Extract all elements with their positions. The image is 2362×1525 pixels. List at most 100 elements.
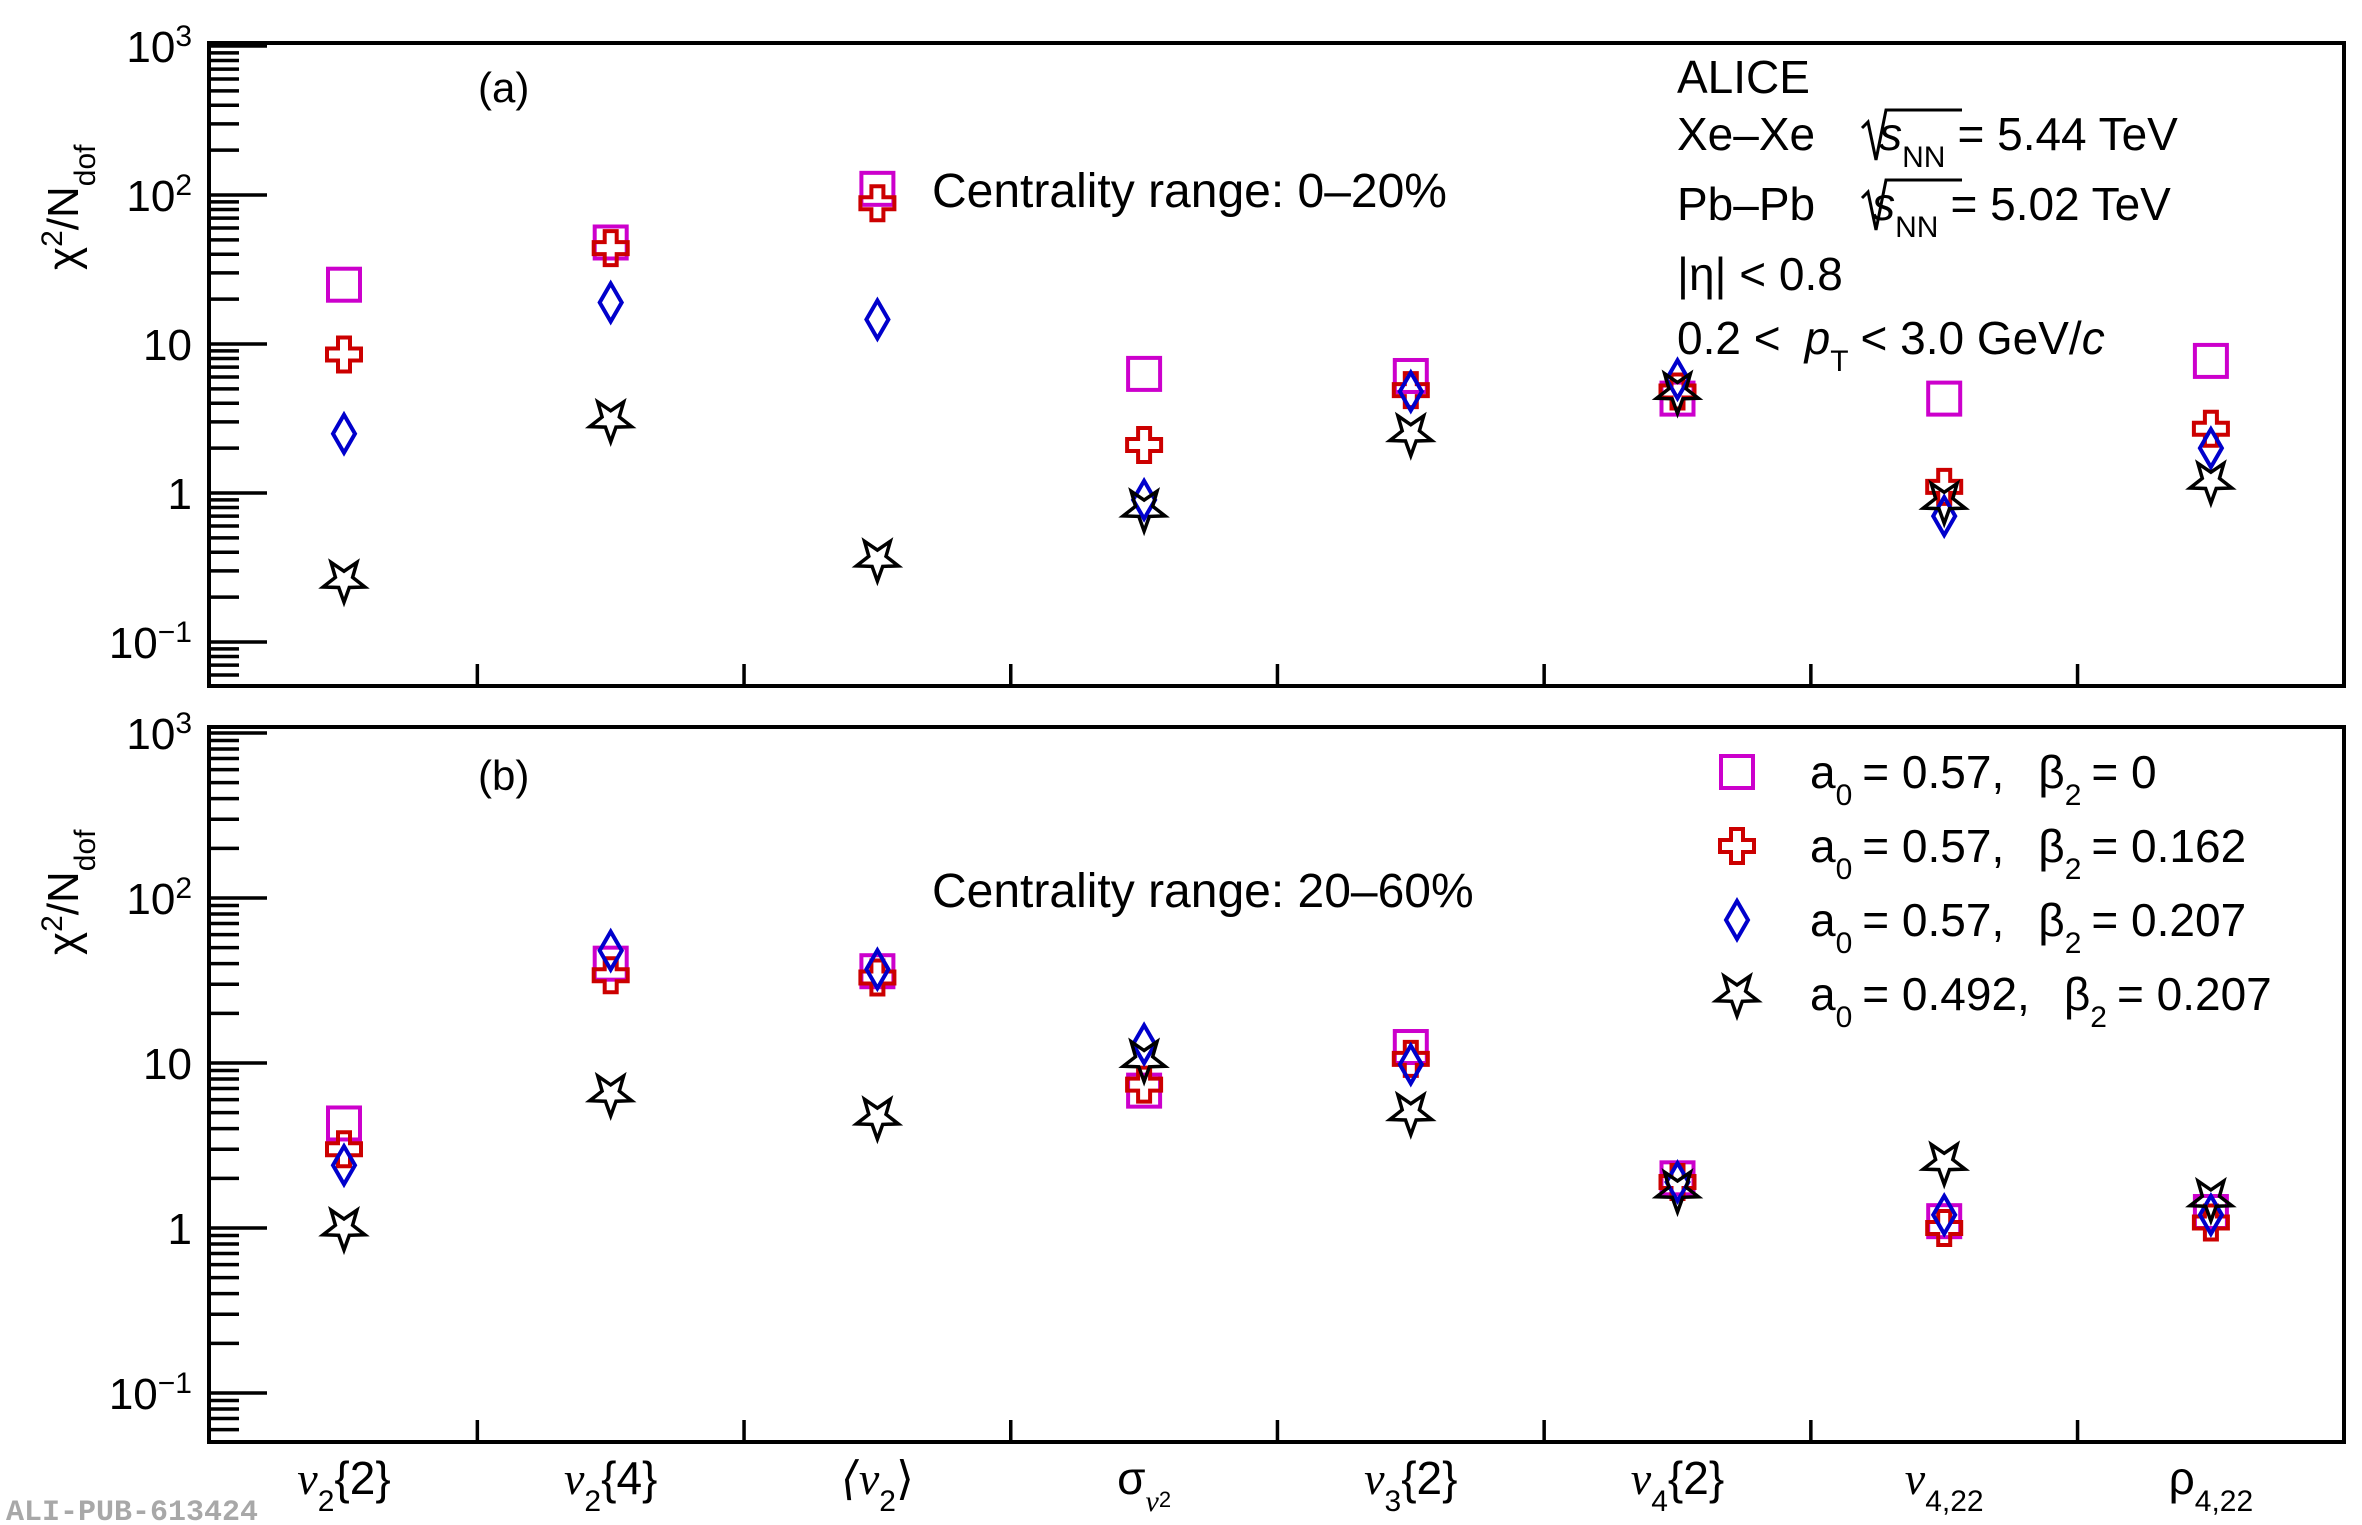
x-tick-label: ⟨v2⟩ <box>841 1452 914 1518</box>
marker-star <box>1651 369 1704 419</box>
marker-diamond <box>864 946 891 993</box>
marker-star <box>1385 1090 1437 1140</box>
marker-square <box>1392 357 1429 394</box>
y-tick-label-exponent: −1 <box>158 1367 192 1400</box>
pbpb-system: Pb–Pb <box>1677 178 1815 230</box>
y-tick-label: 1 <box>168 470 192 519</box>
marker-star <box>2185 1176 2237 1227</box>
marker-square <box>2192 342 2229 379</box>
pt-cut-right: < 3.0 GeV/ <box>1861 312 2082 364</box>
ylabel-mid: /N <box>39 871 88 915</box>
legend-marker-cross <box>1718 827 1756 865</box>
y-tick-label-exponent: 3 <box>175 20 192 53</box>
xexe-system: Xe–Xe <box>1677 108 1815 160</box>
marker-star <box>318 1206 370 1256</box>
y-tick-label: 10−1 <box>109 1367 192 1420</box>
y-tick-label: 103 <box>126 707 192 760</box>
y-tick-label-exponent: −1 <box>158 616 192 649</box>
y-tick-label: 103 <box>126 20 192 73</box>
marker-diamond <box>1397 368 1425 415</box>
marker-square <box>859 170 896 207</box>
pbpb-sqrt-sub: NN <box>1895 211 1938 244</box>
y-tick-label-exponent: 2 <box>175 872 192 905</box>
panel-b-frame <box>207 725 2346 1444</box>
marker-cross <box>858 958 897 997</box>
panel-a-ylabel: χ2/Ndof <box>36 144 102 270</box>
marker-square <box>592 945 629 982</box>
marker-star <box>2185 459 2237 509</box>
y-tick-label-exponent: 3 <box>175 707 192 740</box>
marker-square <box>1126 355 1163 392</box>
marker-diamond <box>864 296 891 343</box>
panel-a-markers <box>318 170 2237 608</box>
marker-diamond <box>1930 1191 1958 1238</box>
marker-star <box>1118 1037 1170 1087</box>
marker-square <box>326 266 362 303</box>
y-tick-label: 10 <box>143 1040 192 1089</box>
experiment-name: ALICE <box>1677 51 1810 103</box>
marker-cross <box>591 956 630 995</box>
marker-cross <box>591 229 630 268</box>
marker-star <box>1918 1140 1971 1190</box>
marker-diamond <box>597 927 625 974</box>
legend-marker-star <box>1711 972 1763 1022</box>
pbpb-line: Pb–Pb sNN = 5.02 TeV <box>1677 178 2171 244</box>
ylabel-mid: /N <box>39 186 88 230</box>
alice-info-block: ALICE Xe–Xe sNN = 5.44 TeV Pb–Pb sNN = 5.02 … <box>1677 51 2178 378</box>
panel-a-centrality-title: Centrality range: 0–20% <box>932 165 1447 218</box>
pt-cut-var: p <box>1803 312 1831 364</box>
marker-cross <box>2191 409 2230 448</box>
marker-diamond <box>1130 1021 1158 1068</box>
x-tick-label: ρ4,22 <box>2169 1452 2254 1518</box>
legend-marker-diamond <box>1723 897 1751 943</box>
x-tick-label: σv2 <box>1117 1452 1171 1518</box>
marker-cross <box>858 184 897 223</box>
panel-a-label: (a) <box>478 64 529 111</box>
panel-b-markers <box>318 927 2237 1256</box>
watermark: ALI-PUB-613424 <box>6 1496 258 1525</box>
marker-diamond <box>1664 356 1691 403</box>
marker-cross <box>1125 425 1164 464</box>
marker-star <box>1651 1168 1704 1218</box>
y-tick-label-exponent: 2 <box>175 169 192 202</box>
ylabel-sup: 2 <box>36 915 69 932</box>
marker-diamond <box>1397 1041 1425 1088</box>
legend-label: a0 = 0.57, β2 = 0.162 <box>1810 820 2246 886</box>
pbpb-energy: = 5.02 TeV <box>1950 178 2171 230</box>
x-tick-label: v4,22 <box>1905 1453 1984 1518</box>
y-tick-label: 1 <box>168 1205 192 1254</box>
marker-diamond <box>2197 1191 2225 1238</box>
ylabel-chi: χ <box>39 932 88 955</box>
xexe-line: Xe–Xe sNN = 5.44 TeV <box>1677 108 2178 174</box>
sqrt-symbol-pbpb <box>1860 178 1962 231</box>
panel-b-ylabel: χ2/Ndof <box>36 829 102 955</box>
marker-star <box>584 397 637 447</box>
x-tick-label: v4{2} <box>1631 1452 1724 1518</box>
pt-cut-sub: T <box>1830 345 1848 378</box>
y-tick-label: 10−1 <box>109 616 192 669</box>
ylabel-sup: 2 <box>36 230 69 247</box>
ylabel-sub: dof <box>69 829 102 871</box>
marker-star <box>318 558 370 608</box>
x-tick-label: v3{2} <box>1364 1452 1457 1518</box>
pt-cut: 0.2 < pT < 3.0 GeV/c <box>1677 312 2105 378</box>
marker-cross <box>325 1130 363 1169</box>
pt-cut-left: 0.2 < <box>1677 312 1781 364</box>
legend-label: a0 = 0.492, β2 = 0.207 <box>1810 968 2272 1034</box>
x-tick-label: v2{4} <box>564 1452 657 1518</box>
x-axis-labels: v2{2} v2{4} ⟨v2⟩ σv2 v3{2} v4{2} v4,22 ρ4,22 <box>297 1452 2253 1518</box>
marker-star <box>851 537 904 587</box>
marker-cross <box>2191 1203 2230 1242</box>
panel-b-label: (b) <box>478 752 529 799</box>
xexe-sqrt-sub: NN <box>1902 141 1945 174</box>
marker-diamond <box>330 1142 358 1189</box>
legend-label: a0 = 0.57, β2 = 0.207 <box>1810 894 2246 960</box>
marker-diamond <box>330 410 358 457</box>
marker-diamond <box>597 279 625 326</box>
ylabel-chi: χ <box>39 247 88 270</box>
legend-label: a0 = 0.57, β2 = 0 <box>1810 746 2157 812</box>
y-tick-label: 10 <box>143 321 192 370</box>
